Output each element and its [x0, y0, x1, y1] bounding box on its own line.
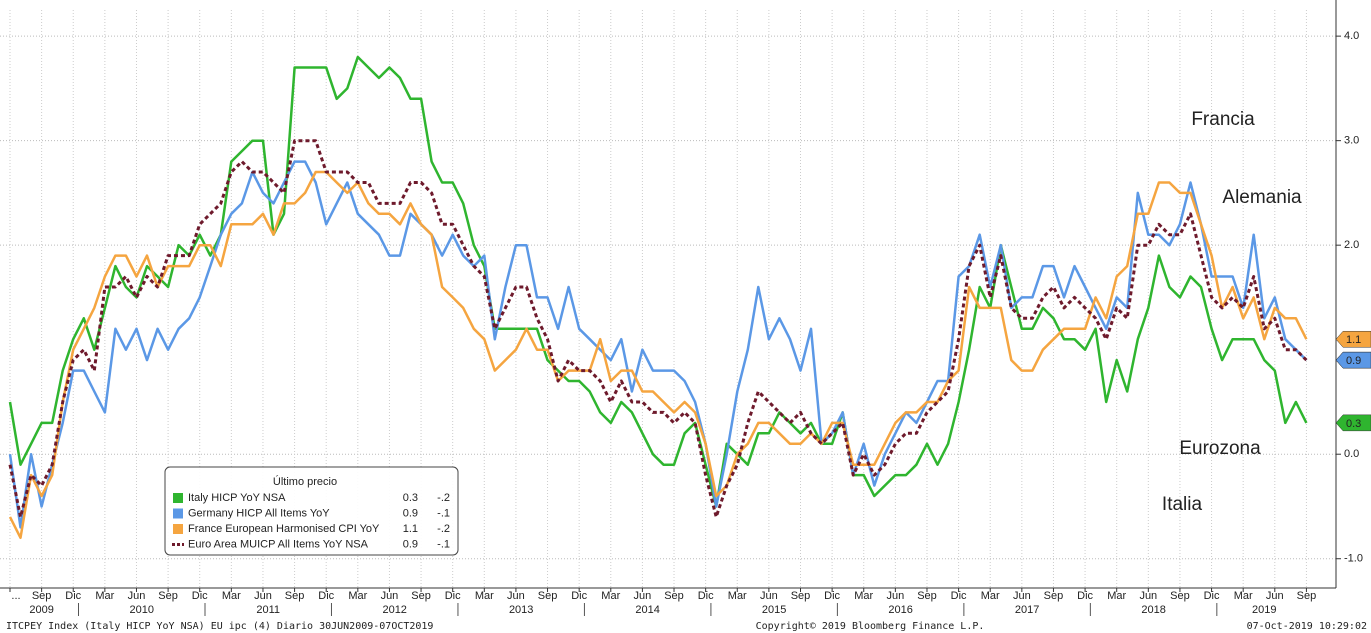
y-tick-label: -1.0: [1344, 553, 1363, 565]
series-line: [8, 160, 1308, 529]
legend-last: 0.3: [403, 492, 418, 504]
legend-last: 0.9: [403, 507, 418, 519]
legend-swatch: [173, 524, 183, 534]
x-tick-label: Dic: [571, 590, 587, 602]
y-tick-label: 2.0: [1344, 239, 1359, 251]
year-label: 2015: [762, 604, 786, 616]
legend-label: Italy HICP YoY NSA: [188, 492, 286, 504]
x-tick-label: Mar: [601, 590, 620, 602]
last-value-badge: [1335, 414, 1371, 432]
year-label: 2010: [130, 604, 154, 616]
x-tick-label: Mar: [95, 590, 114, 602]
x-tick-label: Mar: [1107, 590, 1126, 602]
year-label: 2016: [888, 604, 912, 616]
footer-center: Copyright© 2019 Bloomberg Finance L.P.: [756, 621, 985, 632]
x-tick-label: Sep: [538, 590, 558, 602]
last-value-badge: [1335, 330, 1371, 348]
last-value-badge: [1335, 351, 1371, 369]
x-tick-label: Dic: [824, 590, 840, 602]
x-tick-label: Jun: [760, 590, 778, 602]
legend-change: -.1: [437, 538, 450, 550]
last-value-label: 0.9: [1346, 355, 1361, 367]
x-tick-label: Sep: [32, 590, 52, 602]
x-tick-label: Mar: [728, 590, 747, 602]
x-tick-label: Dic: [445, 590, 461, 602]
footer-right: 07-Oct-2019 10:29:02: [1247, 621, 1367, 632]
x-tick-label: Jun: [381, 590, 399, 602]
x-tick-label: Sep: [791, 590, 811, 602]
footer-left: ITCPEY Index (Italy HICP YoY NSA) EU ipc…: [6, 621, 433, 632]
x-tick-label: Dic: [698, 590, 714, 602]
x-tick-label: Sep: [1297, 590, 1317, 602]
legend-box: [164, 466, 459, 556]
x-tick-label: Jun: [1139, 590, 1157, 602]
x-tick-label: Jun: [507, 590, 525, 602]
legend: Último precio Italy HICP YoY NSA 0.3 -.2 Ger…: [164, 466, 459, 556]
series-line: [8, 139, 1308, 519]
legend-last: 0.9: [403, 538, 418, 550]
x-tick-label: Dic: [1204, 590, 1220, 602]
year-label: 2018: [1141, 604, 1165, 616]
x-tick-label: Jun: [886, 590, 904, 602]
x-tick-label: Dic: [192, 590, 208, 602]
x-tick-label: Mar: [475, 590, 494, 602]
x-tick-label: Dic: [65, 590, 81, 602]
x-tick-label: Mar: [1234, 590, 1253, 602]
x-tick-label: Sep: [411, 590, 431, 602]
y-tick-label: 3.0: [1344, 135, 1359, 147]
legend-change: -.2: [437, 492, 450, 504]
x-tick-label: Jun: [634, 590, 652, 602]
x-tick-label: Mar: [854, 590, 873, 602]
annotation: Alemania: [1222, 187, 1302, 208]
x-tick-label: Mar: [222, 590, 241, 602]
legend-change: -.2: [437, 523, 450, 535]
year-label: 2014: [635, 604, 659, 616]
y-tick-label: 0.0: [1344, 448, 1359, 460]
y-tick-label: 4.0: [1344, 30, 1359, 42]
annotation: Eurozona: [1179, 438, 1261, 459]
x-tick-label: Jun: [254, 590, 272, 602]
x-tick-label: Mar: [981, 590, 1000, 602]
x-tick-label: ...: [11, 590, 20, 602]
legend-label: Germany HICP All Items YoY: [188, 507, 330, 519]
x-tick-label: Jun: [1013, 590, 1031, 602]
legend-swatch: [173, 508, 183, 519]
year-label: 2011: [256, 604, 280, 616]
year-label: 2012: [382, 604, 406, 616]
series-line: [8, 55, 1308, 508]
x-tick-label: Jun: [128, 590, 146, 602]
annotation: Italia: [1162, 494, 1203, 515]
year-label: 2009: [29, 604, 53, 616]
x-tick-label: Mar: [348, 590, 367, 602]
x-tick-label: Sep: [285, 590, 305, 602]
year-label: 2013: [509, 604, 533, 616]
x-tick-label: Sep: [917, 590, 937, 602]
x-tick-label: Dic: [318, 590, 334, 602]
legend-swatch: [173, 493, 183, 503]
last-value-label: 0.3: [1346, 418, 1361, 430]
x-tick-label: Sep: [1044, 590, 1064, 602]
legend-label: France European Harmonised CPI YoY: [188, 523, 380, 535]
x-tick-label: Sep: [1170, 590, 1190, 602]
legend-change: -.1: [437, 507, 450, 519]
last-value-label: 1.1: [1346, 334, 1361, 346]
x-tick-label: Sep: [664, 590, 684, 602]
x-tick-label: Jun: [1266, 590, 1284, 602]
legend-label: Euro Area MUICP All Items YoY NSA: [188, 538, 369, 550]
year-label: 2017: [1015, 604, 1039, 616]
x-tick-label: Dic: [951, 590, 967, 602]
x-tick-label: Sep: [158, 590, 178, 602]
x-tick-label: Dic: [1077, 590, 1093, 602]
legend-title: Último precio: [273, 475, 337, 488]
year-label: 2019: [1252, 604, 1276, 616]
legend-last: 1.1: [403, 523, 418, 535]
annotation: Francia: [1191, 109, 1255, 130]
